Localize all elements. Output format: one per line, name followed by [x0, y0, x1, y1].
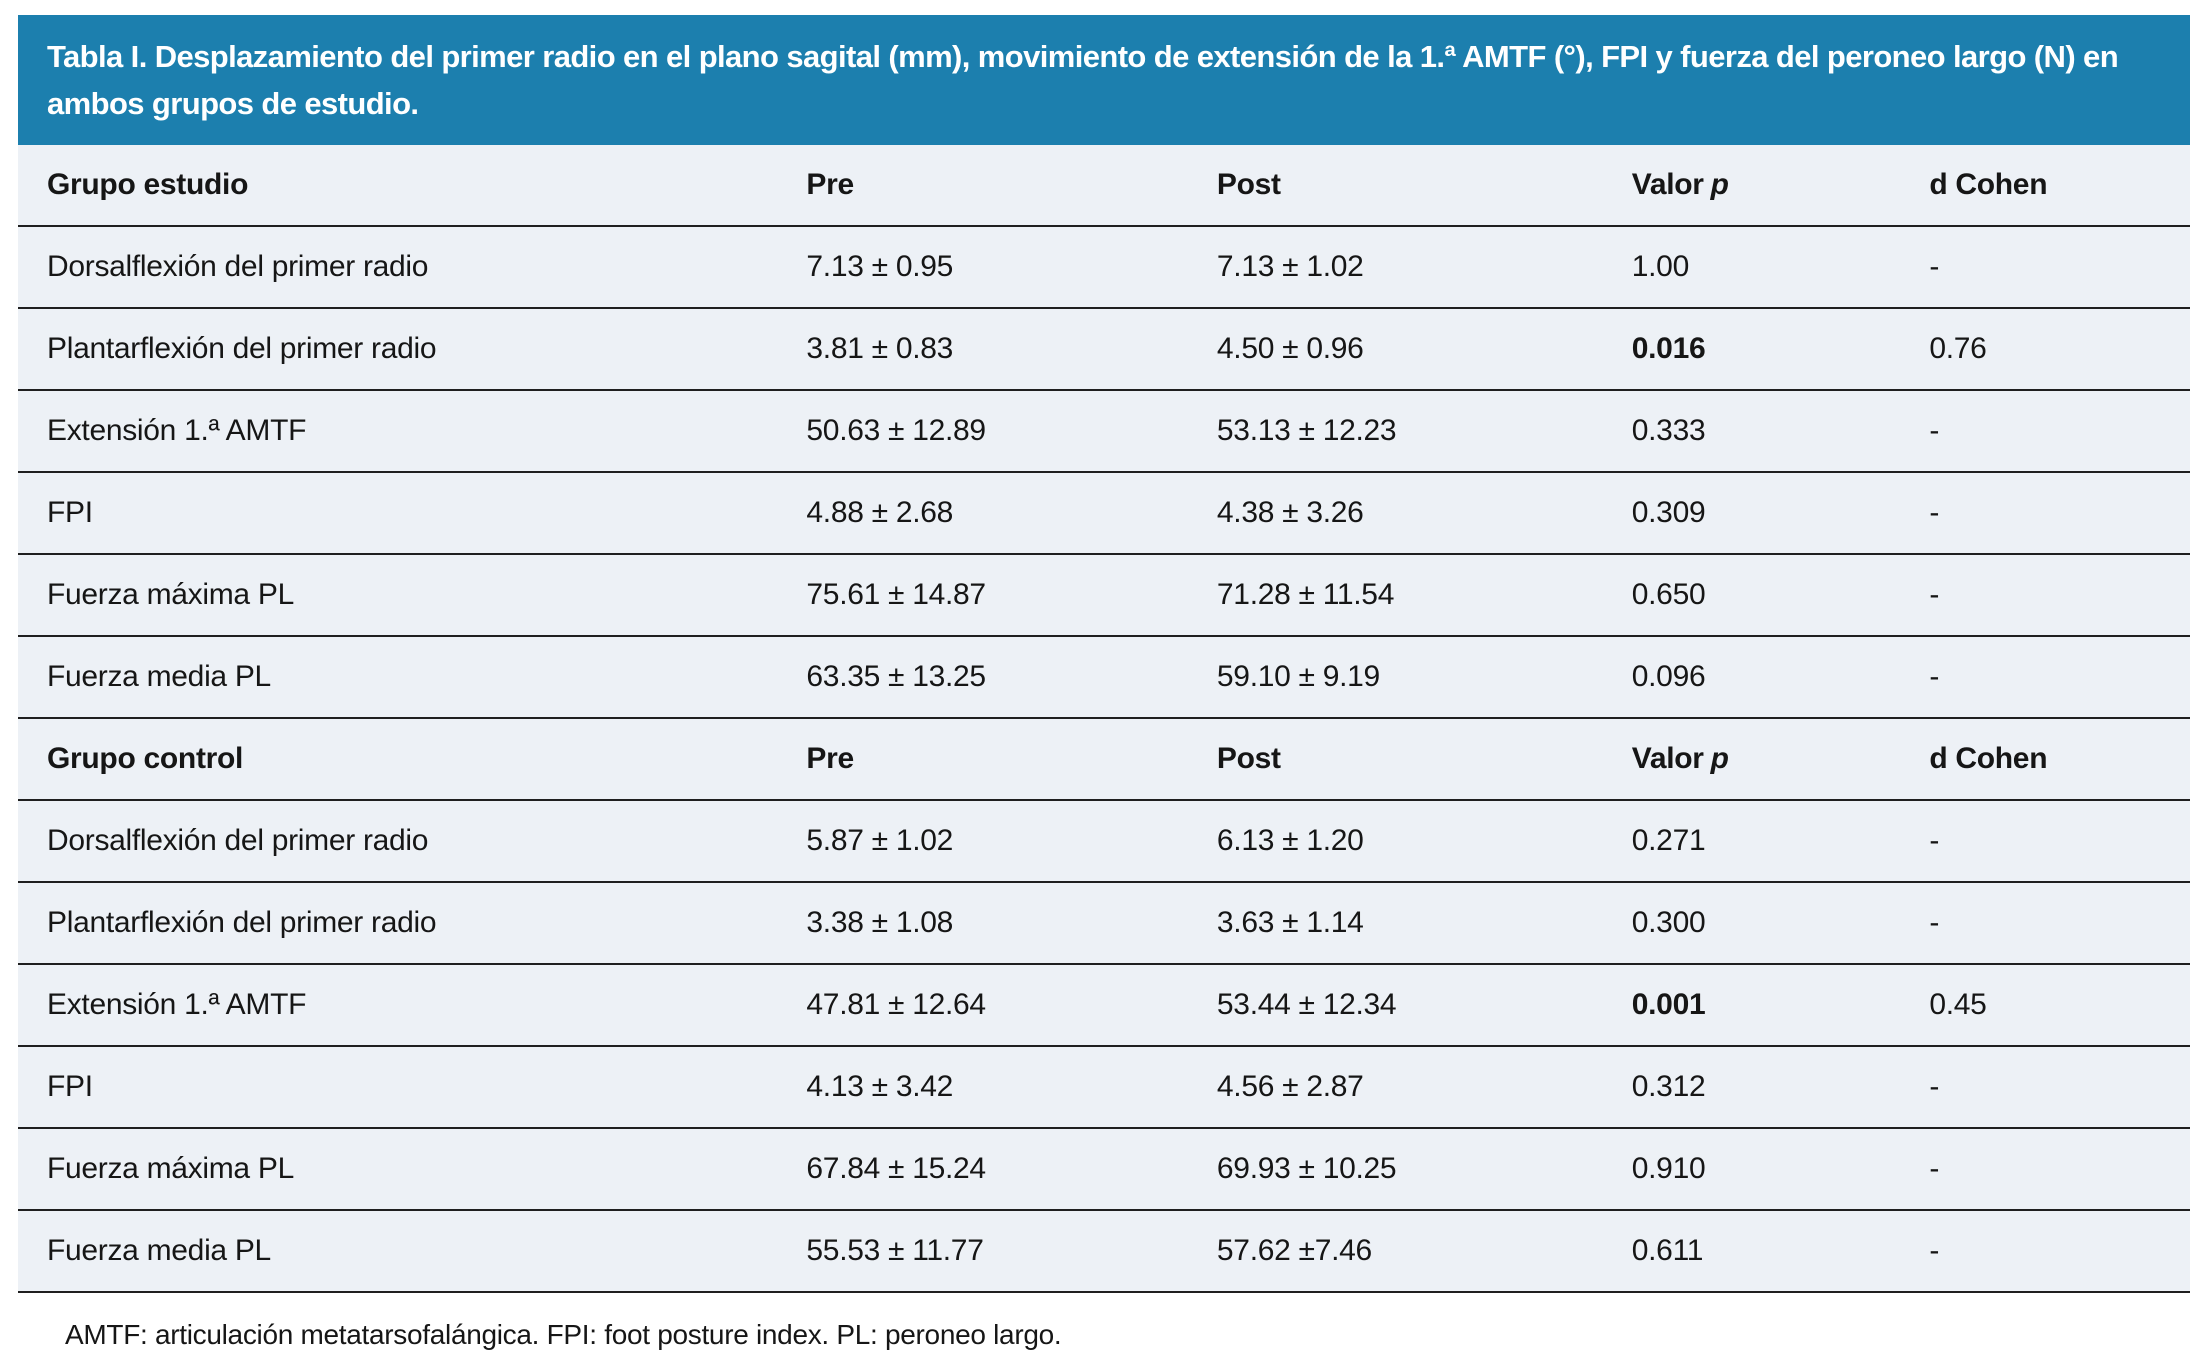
post-cell: 69.93 ± 10.25 — [1216, 1152, 1397, 1185]
d-cohen-cell: - — [1929, 824, 1940, 857]
p-value-cell: 0.333 — [1631, 414, 1706, 447]
p-value-cell: 0.312 — [1631, 1070, 1706, 1103]
table-container: Tabla I. Desplazamiento del primer radio… — [18, 15, 2190, 1351]
p-value-cell: 1.00 — [1631, 250, 1690, 283]
post-cell: 71.28 ± 11.54 — [1216, 578, 1395, 611]
p-value-cell: 0.650 — [1631, 578, 1706, 611]
table-row: Dorsalflexión del primer radio 7.13 ± 0.… — [18, 227, 2190, 309]
table-footnote: AMTF: articulación metatarsofalángica. F… — [65, 1319, 1062, 1350]
post-cell: 4.50 ± 0.96 — [1216, 332, 1364, 365]
row-label-cell: Fuerza media PL — [47, 1234, 271, 1267]
group-label: Grupo control — [47, 742, 244, 775]
d-cohen-cell: 0.76 — [1929, 332, 1987, 365]
row-label-cell: FPI — [47, 496, 93, 529]
p-value-cell: 0.271 — [1631, 824, 1706, 857]
post-cell: 6.13 ± 1.20 — [1216, 824, 1364, 857]
row-label-cell: Plantarflexión del primer radio — [47, 906, 437, 939]
col-header-pre: Pre — [806, 742, 854, 775]
d-cohen-cell: - — [1929, 906, 1940, 939]
table-row: Extensión 1.ª AMTF 47.81 ± 12.64 53.44 ±… — [18, 965, 2190, 1047]
col-header-d-cohen: d Cohen — [1929, 742, 2048, 775]
group-header-row-estudio: Grupo estudio Pre Post Valor p d Cohen — [18, 145, 2190, 227]
pre-cell: 47.81 ± 12.64 — [806, 988, 986, 1021]
table-row: FPI 4.88 ± 2.68 4.38 ± 3.26 0.309 - — [18, 473, 2190, 555]
pre-cell: 63.35 ± 13.25 — [806, 660, 986, 693]
pre-cell: 67.84 ± 15.24 — [806, 1152, 986, 1185]
table-row: Fuerza media PL 63.35 ± 13.25 59.10 ± 9.… — [18, 637, 2190, 719]
d-cohen-cell: - — [1929, 660, 1940, 693]
row-label-cell: Extensión 1.ª AMTF — [47, 414, 307, 447]
p-value-cell: 0.300 — [1631, 906, 1706, 939]
pre-cell: 5.87 ± 1.02 — [806, 824, 954, 857]
d-cohen-cell: 0.45 — [1929, 988, 1987, 1021]
table-row: FPI 4.13 ± 3.42 4.56 ± 2.87 0.312 - — [18, 1047, 2190, 1129]
pre-cell: 3.38 ± 1.08 — [806, 906, 954, 939]
post-cell: 4.56 ± 2.87 — [1216, 1070, 1364, 1103]
row-label-cell: Dorsalflexión del primer radio — [47, 824, 429, 857]
table-row: Plantarflexión del primer radio 3.38 ± 1… — [18, 883, 2190, 965]
row-label-cell: Fuerza máxima PL — [47, 578, 294, 611]
table-row: Plantarflexión del primer radio 3.81 ± 0… — [18, 309, 2190, 391]
d-cohen-cell: - — [1929, 1234, 1940, 1267]
post-cell: 53.44 ± 12.34 — [1216, 988, 1397, 1021]
pre-cell: 50.63 ± 12.89 — [806, 414, 986, 447]
group-label: Grupo estudio — [47, 168, 249, 201]
pre-cell: 55.53 ± 11.77 — [806, 1234, 984, 1267]
pre-cell: 75.61 ± 14.87 — [806, 578, 986, 611]
row-label-cell: Extensión 1.ª AMTF — [47, 988, 307, 1021]
p-value-cell: 0.910 — [1631, 1152, 1706, 1185]
p-value-cell: 0.309 — [1631, 496, 1706, 529]
p-value-cell: 0.016 — [1631, 332, 1706, 365]
table-row: Fuerza media PL 55.53 ± 11.77 57.62 ±7.4… — [18, 1211, 2190, 1293]
d-cohen-cell: - — [1929, 414, 1940, 447]
row-label-cell: Dorsalflexión del primer radio — [47, 250, 429, 283]
row-label-cell: Fuerza media PL — [47, 660, 271, 693]
col-header-pre: Pre — [806, 168, 854, 201]
p-value-cell: 0.096 — [1631, 660, 1706, 693]
group-header-row-control: Grupo control Pre Post Valor p d Cohen — [18, 719, 2190, 801]
col-header-post: Post — [1216, 742, 1281, 775]
post-cell: 4.38 ± 3.26 — [1216, 496, 1364, 529]
table-row: Extensión 1.ª AMTF 50.63 ± 12.89 53.13 ±… — [18, 391, 2190, 473]
d-cohen-cell: - — [1929, 578, 1940, 611]
post-cell: 59.10 ± 9.19 — [1216, 660, 1380, 693]
post-cell: 7.13 ± 1.02 — [1216, 250, 1364, 283]
col-header-d-cohen: d Cohen — [1929, 168, 2048, 201]
pre-cell: 4.13 ± 3.42 — [806, 1070, 954, 1103]
d-cohen-cell: - — [1929, 1152, 1940, 1185]
d-cohen-cell: - — [1929, 250, 1940, 283]
d-cohen-cell: - — [1929, 496, 1940, 529]
d-cohen-cell: - — [1929, 1070, 1940, 1103]
p-value-cell: 0.001 — [1631, 988, 1706, 1021]
table-row: Fuerza máxima PL 67.84 ± 15.24 69.93 ± 1… — [18, 1129, 2190, 1211]
table-title-bar: Tabla I. Desplazamiento del primer radio… — [18, 15, 2190, 145]
col-header-valor-p: Valor p — [1631, 742, 1729, 775]
table-row: Dorsalflexión del primer radio 5.87 ± 1.… — [18, 801, 2190, 883]
post-cell: 3.63 ± 1.14 — [1216, 906, 1364, 939]
col-header-post: Post — [1216, 168, 1281, 201]
p-symbol: p — [1710, 168, 1729, 201]
row-label-cell: FPI — [47, 1070, 93, 1103]
row-label-cell: Plantarflexión del primer radio — [47, 332, 437, 365]
pre-cell: 7.13 ± 0.95 — [806, 250, 954, 283]
table-title: Tabla I. Desplazamiento del primer radio… — [47, 39, 2119, 121]
p-symbol: p — [1710, 742, 1729, 775]
post-cell: 57.62 ±7.46 — [1216, 1234, 1372, 1267]
p-value-cell: 0.611 — [1631, 1234, 1704, 1267]
row-label-cell: Fuerza máxima PL — [47, 1152, 294, 1185]
pre-cell: 3.81 ± 0.83 — [806, 332, 954, 365]
pre-cell: 4.88 ± 2.68 — [806, 496, 954, 529]
post-cell: 53.13 ± 12.23 — [1216, 414, 1397, 447]
table-row: Fuerza máxima PL 75.61 ± 14.87 71.28 ± 1… — [18, 555, 2190, 637]
col-header-valor-p: Valor p — [1631, 168, 1729, 201]
